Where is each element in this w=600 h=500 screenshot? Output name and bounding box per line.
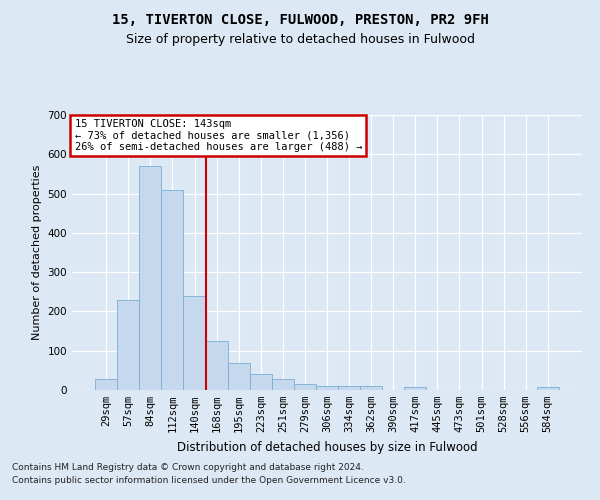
Bar: [117, 300, 139, 390]
Bar: [184, 296, 206, 390]
Bar: [294, 384, 316, 390]
X-axis label: Distribution of detached houses by size in Fulwood: Distribution of detached houses by size …: [176, 440, 478, 454]
Text: 15, TIVERTON CLOSE, FULWOOD, PRESTON, PR2 9FH: 15, TIVERTON CLOSE, FULWOOD, PRESTON, PR…: [112, 12, 488, 26]
Y-axis label: Number of detached properties: Number of detached properties: [32, 165, 42, 340]
Bar: [316, 386, 338, 390]
Text: 15 TIVERTON CLOSE: 143sqm
← 73% of detached houses are smaller (1,356)
26% of se: 15 TIVERTON CLOSE: 143sqm ← 73% of detac…: [74, 119, 362, 152]
Text: Size of property relative to detached houses in Fulwood: Size of property relative to detached ho…: [125, 32, 475, 46]
Bar: [537, 387, 559, 390]
Bar: [272, 380, 294, 390]
Text: Contains HM Land Registry data © Crown copyright and database right 2024.: Contains HM Land Registry data © Crown c…: [12, 462, 364, 471]
Bar: [161, 190, 184, 390]
Bar: [250, 374, 272, 390]
Bar: [404, 387, 427, 390]
Bar: [95, 380, 117, 390]
Bar: [206, 341, 227, 390]
Bar: [227, 362, 250, 390]
Bar: [139, 166, 161, 390]
Bar: [338, 386, 360, 390]
Text: Contains public sector information licensed under the Open Government Licence v3: Contains public sector information licen…: [12, 476, 406, 485]
Bar: [360, 386, 382, 390]
